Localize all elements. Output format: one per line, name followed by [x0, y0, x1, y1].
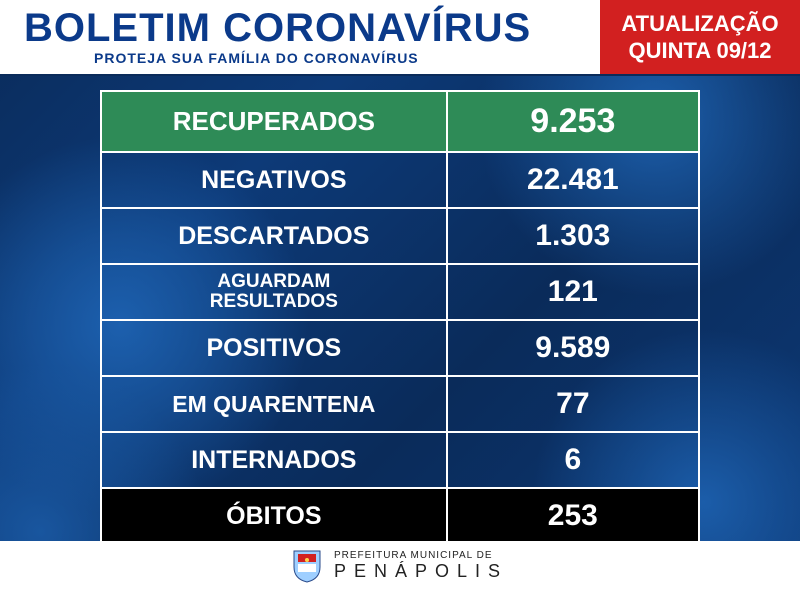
update-label: ATUALIZAÇÃO [621, 10, 778, 38]
update-badge: ATUALIZAÇÃO QUINTA 09/12 [600, 0, 800, 74]
table-row: RECUPERADOS9.253 [102, 92, 698, 153]
row-value: 253 [448, 489, 698, 543]
update-date: QUINTA 09/12 [628, 37, 771, 65]
row-value: 121 [448, 265, 698, 319]
table-row: ÓBITOS253 [102, 489, 698, 543]
table-row: EM QUARENTENA77 [102, 377, 698, 433]
row-label: DESCARTADOS [102, 209, 448, 263]
page-title: BOLETIM CORONAVÍRUS [24, 8, 600, 48]
city-crest-icon [292, 549, 322, 583]
row-value: 9.253 [448, 92, 698, 151]
row-label: POSITIVOS [102, 321, 448, 375]
row-label: RECUPERADOS [102, 92, 448, 151]
page-subtitle: PROTEJA SUA FAMÍLIA DO CORONAVÍRUS [94, 50, 600, 66]
table-row: INTERNADOS6 [102, 433, 698, 489]
row-value: 1.303 [448, 209, 698, 263]
row-value: 9.589 [448, 321, 698, 375]
row-label: ÓBITOS [102, 489, 448, 543]
row-value: 77 [448, 377, 698, 431]
row-value: 6 [448, 433, 698, 487]
footer-text: PREFEITURA MUNICIPAL DE PENÁPOLIS [334, 551, 508, 580]
footer: PREFEITURA MUNICIPAL DE PENÁPOLIS [0, 541, 800, 591]
table-row: POSITIVOS9.589 [102, 321, 698, 377]
table-row: AGUARDAM RESULTADOS121 [102, 265, 698, 321]
table-row: NEGATIVOS22.481 [102, 153, 698, 209]
row-label: INTERNADOS [102, 433, 448, 487]
footer-line2: PENÁPOLIS [334, 562, 508, 581]
stats-table: RECUPERADOS9.253NEGATIVOS22.481DESCARTAD… [100, 90, 700, 545]
row-label: EM QUARENTENA [102, 377, 448, 431]
row-label: AGUARDAM RESULTADOS [102, 265, 448, 319]
row-value: 22.481 [448, 153, 698, 207]
table-row: DESCARTADOS1.303 [102, 209, 698, 265]
row-label: NEGATIVOS [102, 153, 448, 207]
header-left: BOLETIM CORONAVÍRUS PROTEJA SUA FAMÍLIA … [0, 0, 600, 74]
header: BOLETIM CORONAVÍRUS PROTEJA SUA FAMÍLIA … [0, 0, 800, 76]
